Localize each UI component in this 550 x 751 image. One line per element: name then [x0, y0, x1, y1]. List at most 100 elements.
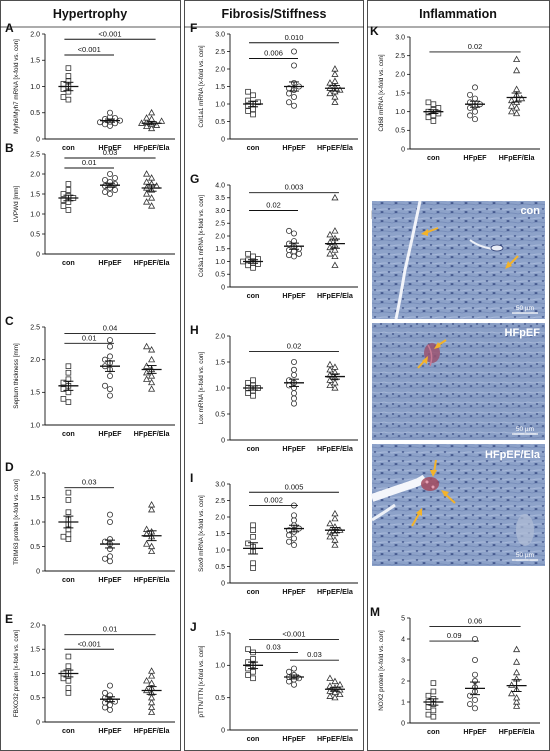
y-tick-label: 1.0 [30, 211, 40, 218]
panel-letter-C: C [5, 314, 14, 328]
p-value-label: 0.02 [266, 201, 281, 210]
y-tick-label: 0.5 [30, 231, 40, 238]
y-axis-label: FBXO32 protein [x-fold vs. con] [13, 630, 20, 718]
x-tick-label: con [247, 444, 260, 453]
x-tick-label: HFpEF [98, 575, 122, 584]
data-point [148, 385, 156, 392]
data-point [102, 704, 109, 711]
panel-letter-J: J [190, 620, 197, 634]
data-point [107, 558, 114, 565]
data-point [143, 190, 151, 197]
data-point [250, 565, 256, 571]
x-tick-label: HFpEF/Ela [134, 575, 171, 584]
data-point [107, 682, 114, 689]
y-axis-label: Col3a1 mRNA [x-fold vs. con] [198, 195, 205, 277]
y-axis-label: Sox9 mRNA [x-fold vs. con] [198, 495, 205, 572]
y-tick-label: 1.5 [215, 531, 225, 538]
data-point [290, 230, 297, 237]
p-value-label: 0.03 [307, 650, 322, 659]
data-point [425, 99, 432, 106]
data-point [107, 353, 114, 360]
data-point [148, 202, 156, 209]
data-point [250, 253, 256, 260]
x-tick-label: con [247, 734, 260, 743]
x-tick-label: HFpEF [98, 726, 122, 735]
y-tick-label: 2.5 [215, 221, 225, 228]
y-tick-label: 0 [221, 437, 225, 444]
y-tick-label: 1.0 [215, 385, 225, 392]
data-point [331, 363, 339, 370]
y-tick-label: 1.5 [30, 495, 40, 502]
y-tick-label: 0.5 [215, 695, 225, 702]
y-tick-label: 2.0 [215, 233, 225, 240]
data-point [430, 713, 437, 720]
histology-image-hfpef: HFpEF 50 µm [372, 323, 545, 440]
data-point [425, 692, 432, 699]
data-point [290, 665, 297, 672]
y-tick-label: 3.0 [215, 31, 225, 38]
data-point [148, 355, 156, 363]
data-point [466, 112, 473, 119]
data-point [425, 114, 432, 121]
y-tick-label: 3 [401, 657, 405, 664]
data-point [508, 107, 516, 115]
data-point [148, 542, 156, 550]
y-tick-label: 1.0 [30, 519, 40, 526]
y-axis-label: Cd68 mRNA [x-fold vs. con] [378, 54, 385, 132]
data-point [245, 540, 251, 547]
data-point [430, 707, 437, 714]
data-point [290, 681, 297, 688]
data-point [326, 692, 334, 699]
y-tick-label: 0 [36, 568, 40, 575]
scale-bar-hfpef-ela: 50 µm [516, 552, 534, 559]
y-tick-label: 2.5 [395, 53, 405, 60]
y-tick-label: 2.5 [215, 498, 225, 505]
data-point [471, 705, 478, 712]
data-point [245, 97, 251, 104]
data-point [290, 253, 297, 260]
data-point [331, 514, 339, 522]
data-point [435, 105, 442, 111]
data-point [65, 207, 72, 213]
data-point [331, 677, 339, 685]
data-point [250, 92, 256, 99]
data-point [471, 84, 478, 91]
y-tick-label: 1.0 [395, 109, 405, 116]
data-point [471, 696, 478, 703]
y-tick-label: 0.5 [215, 564, 225, 571]
data-point [65, 663, 72, 670]
data-point [60, 386, 67, 392]
data-point [148, 194, 156, 201]
data-point [326, 381, 334, 389]
panel-letter-M: M [370, 605, 380, 619]
data-point [107, 386, 114, 393]
x-tick-label: HFpEF/Ela [134, 429, 171, 438]
data-point [148, 501, 156, 508]
data-point [143, 676, 151, 684]
data-point [430, 101, 437, 108]
data-point [143, 178, 151, 185]
p-value-label: 0.06 [468, 616, 483, 625]
data-point [102, 555, 109, 562]
data-point [425, 711, 432, 718]
data-point [107, 553, 114, 560]
data-point [471, 657, 478, 664]
x-tick-label: HFpEF [282, 734, 306, 743]
data-point [466, 104, 473, 111]
data-point [148, 679, 156, 686]
data-point [471, 671, 478, 678]
chart-C: C 1.0 1.5 2.0 2.5 Septum thickness [mm] con HFp… [5, 314, 175, 438]
y-tick-label: 2.0 [30, 171, 40, 178]
y-tick-label: 2.0 [215, 514, 225, 521]
data-point [60, 94, 67, 100]
data-point [331, 509, 339, 517]
histology-image-hfpef-ela: HFpEF/Ela 50 µm [370, 444, 545, 566]
histology-panel: L con 50 µm HFpEF 50 µm [370, 200, 545, 566]
data-point [250, 675, 256, 682]
data-point [285, 247, 292, 254]
data-point [326, 365, 334, 373]
data-point [336, 690, 344, 698]
data-point [102, 356, 109, 363]
y-tick-label: 0.5 [30, 110, 40, 117]
data-point [143, 114, 151, 121]
